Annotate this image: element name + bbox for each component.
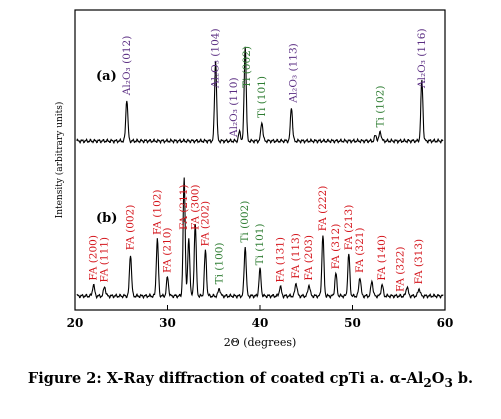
caption-sub-3: 3 bbox=[444, 375, 453, 390]
peak-label: FA (222) bbox=[317, 186, 329, 232]
peak-label: Al₂O₃ (110) bbox=[228, 77, 240, 138]
peak-label: Al₂O₃ (113) bbox=[287, 43, 299, 104]
series-line-b bbox=[76, 177, 444, 300]
peak-label: Ti (102) bbox=[374, 86, 386, 128]
x-axis: 20 30 40 50 60 bbox=[67, 305, 454, 330]
peak-label: Ti (002) bbox=[239, 201, 251, 243]
peak-label: FA (312) bbox=[330, 224, 342, 270]
x-tick-label: 40 bbox=[252, 316, 269, 330]
figure-caption: Figure 2: X-Ray diffraction of coated cp… bbox=[0, 370, 501, 390]
x-axis-label: 2Θ (degrees) bbox=[224, 336, 297, 349]
x-tick-label: 30 bbox=[159, 316, 176, 330]
peak-label: Ti (002) bbox=[241, 46, 253, 88]
peak-label: FA (210) bbox=[162, 227, 174, 273]
peak-label: FA (313) bbox=[413, 239, 425, 285]
peak-labels: Al₂O₃ (012) Al₂O₃ (104)Al₂O₃ (110)Ti (002… bbox=[88, 28, 428, 292]
peak-label: FA (113) bbox=[290, 233, 302, 279]
caption-suffix: b. bbox=[452, 370, 474, 387]
x-tick-label: 20 bbox=[67, 316, 84, 330]
peak-label: FA (203) bbox=[303, 235, 315, 281]
x-tick-label: 50 bbox=[344, 316, 361, 330]
peak-label: FA (321) bbox=[354, 227, 366, 273]
peak-label: FA (322) bbox=[395, 246, 407, 292]
peak-label: FA (140) bbox=[376, 235, 388, 281]
panel-label-a: (a) bbox=[96, 69, 117, 84]
peak-label: FA (213) bbox=[343, 205, 355, 251]
caption-mid: O bbox=[431, 370, 445, 387]
peak-label: FA (102) bbox=[151, 189, 163, 235]
peak-label: Ti (101) bbox=[256, 76, 268, 118]
diffraction-traces bbox=[76, 46, 444, 300]
panel-label-b: (b) bbox=[96, 211, 117, 226]
peak-label: FA (200) bbox=[88, 235, 100, 281]
y-axis-label: Intensity (arbitrary units) bbox=[54, 102, 65, 219]
peak-label: FA (300) bbox=[189, 184, 201, 230]
series-line-a bbox=[76, 46, 444, 145]
peak-label: FA (211) bbox=[178, 184, 190, 230]
peak-label: FA (202) bbox=[199, 201, 211, 247]
peak-label: Al₂O₃ (104) bbox=[210, 28, 222, 89]
peak-label: FA (002) bbox=[125, 205, 137, 251]
peak-label: Ti (101) bbox=[254, 223, 266, 265]
xrd-chart: 20 30 40 50 60 Al₂O₃ (012) Al₂O₃ (104) Al₂O₃ (… bbox=[54, 9, 454, 349]
caption-prefix: Figure 2: X-Ray diffraction of coated cp… bbox=[27, 370, 424, 387]
peak-label: FA (111) bbox=[99, 237, 111, 283]
x-tick-label: 60 bbox=[437, 316, 454, 330]
peak-label: Al₂O₃ (012) bbox=[121, 36, 133, 97]
caption-sub-2: 2 bbox=[423, 375, 432, 390]
peak-label: FA (131) bbox=[274, 237, 286, 283]
peak-label: Al₂O₃ (116) bbox=[416, 28, 428, 89]
peak-label: Ti (100) bbox=[213, 242, 225, 284]
